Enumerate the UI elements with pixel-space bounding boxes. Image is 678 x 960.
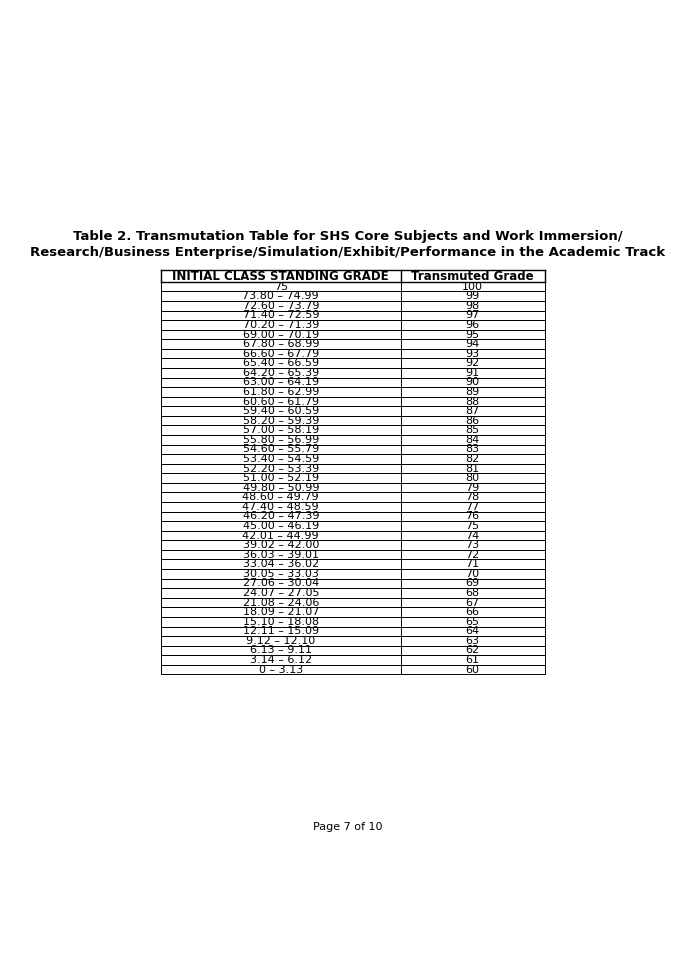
- Text: 54.60 – 55.79: 54.60 – 55.79: [243, 444, 319, 454]
- Text: 74: 74: [466, 531, 480, 540]
- Text: 98: 98: [466, 300, 480, 311]
- Text: 65.40 – 66.59: 65.40 – 66.59: [243, 358, 319, 369]
- Text: 85: 85: [466, 425, 479, 435]
- Text: 63: 63: [466, 636, 479, 646]
- Text: 66.60 – 67.79: 66.60 – 67.79: [243, 348, 319, 359]
- Text: 49.80 – 50.99: 49.80 – 50.99: [243, 483, 319, 492]
- Text: 9.12 – 12.10: 9.12 – 12.10: [246, 636, 315, 646]
- Text: 68: 68: [466, 588, 479, 598]
- Text: INITIAL CLASS STANDING GRADE: INITIAL CLASS STANDING GRADE: [172, 270, 389, 282]
- Text: 100: 100: [462, 281, 483, 292]
- Text: 78: 78: [466, 492, 480, 502]
- Text: 97: 97: [466, 310, 480, 321]
- Text: 33.04 – 36.02: 33.04 – 36.02: [243, 560, 319, 569]
- Text: 70: 70: [466, 569, 479, 579]
- Text: 18.09 – 21.07: 18.09 – 21.07: [243, 607, 319, 617]
- Text: 45.00 – 46.19: 45.00 – 46.19: [243, 521, 319, 531]
- Text: 46.20 – 47.39: 46.20 – 47.39: [243, 512, 319, 521]
- Text: 96: 96: [466, 320, 479, 330]
- Text: 36.03 – 39.01: 36.03 – 39.01: [243, 550, 319, 560]
- Text: 93: 93: [466, 348, 479, 359]
- Text: 39.02 – 42.00: 39.02 – 42.00: [243, 540, 319, 550]
- Text: 66: 66: [466, 607, 479, 617]
- Text: 62: 62: [466, 645, 479, 656]
- Text: 72.60 – 73.79: 72.60 – 73.79: [243, 300, 319, 311]
- Text: 67: 67: [466, 597, 479, 608]
- Text: 82: 82: [466, 454, 480, 464]
- Text: 90: 90: [466, 377, 479, 388]
- Text: 95: 95: [466, 329, 479, 340]
- Text: Table 2. Transmutation Table for SHS Core Subjects and Work Immersion/: Table 2. Transmutation Table for SHS Cor…: [73, 229, 622, 243]
- Text: 60: 60: [466, 664, 479, 675]
- Text: 65: 65: [466, 616, 479, 627]
- Text: 73: 73: [466, 540, 479, 550]
- Text: 59.40 – 60.59: 59.40 – 60.59: [243, 406, 319, 416]
- Text: Transmuted Grade: Transmuted Grade: [412, 270, 534, 282]
- Text: 72: 72: [466, 550, 480, 560]
- Text: 27.06 – 30.04: 27.06 – 30.04: [243, 579, 319, 588]
- Text: 83: 83: [466, 444, 479, 454]
- Text: 88: 88: [466, 396, 480, 406]
- Text: Page 7 of 10: Page 7 of 10: [313, 822, 382, 832]
- Text: 87: 87: [466, 406, 480, 416]
- Text: 81: 81: [466, 464, 479, 473]
- Text: 75: 75: [466, 521, 479, 531]
- Text: 42.01 – 44.99: 42.01 – 44.99: [243, 531, 319, 540]
- Text: 86: 86: [466, 416, 479, 425]
- Text: 6.13 – 9.11: 6.13 – 9.11: [250, 645, 312, 656]
- Text: 47.40 – 48.59: 47.40 – 48.59: [243, 502, 319, 512]
- Text: 57.00 – 58.19: 57.00 – 58.19: [243, 425, 319, 435]
- Text: 0 – 3.13: 0 – 3.13: [259, 664, 303, 675]
- Text: 89: 89: [466, 387, 480, 397]
- Text: 63.00 – 64.19: 63.00 – 64.19: [243, 377, 319, 388]
- Text: 30.05 – 33.03: 30.05 – 33.03: [243, 569, 319, 579]
- Text: 15.10 – 18.08: 15.10 – 18.08: [243, 616, 319, 627]
- Text: 69.00 – 70.19: 69.00 – 70.19: [243, 329, 319, 340]
- Text: 92: 92: [466, 358, 480, 369]
- Text: 70.20 – 71.39: 70.20 – 71.39: [243, 320, 319, 330]
- Text: 21.08 – 24.06: 21.08 – 24.06: [243, 597, 319, 608]
- Text: 55.80 – 56.99: 55.80 – 56.99: [243, 435, 319, 444]
- Text: 71: 71: [466, 560, 479, 569]
- Text: 51.00 – 52.19: 51.00 – 52.19: [243, 473, 319, 483]
- Text: 64.20 – 65.39: 64.20 – 65.39: [243, 368, 319, 378]
- Text: 94: 94: [466, 339, 480, 349]
- Text: 76: 76: [466, 512, 479, 521]
- Text: 69: 69: [466, 579, 479, 588]
- Text: 3.14 – 6.12: 3.14 – 6.12: [250, 655, 312, 665]
- Text: 24.07 – 27.05: 24.07 – 27.05: [243, 588, 319, 598]
- Text: 64: 64: [466, 626, 479, 636]
- Text: 58.20 – 59.39: 58.20 – 59.39: [243, 416, 319, 425]
- Text: 80: 80: [466, 473, 479, 483]
- Text: 73.80 – 74.99: 73.80 – 74.99: [243, 291, 319, 301]
- Text: 53.40 – 54.59: 53.40 – 54.59: [243, 454, 319, 464]
- Text: 84: 84: [466, 435, 480, 444]
- Text: 91: 91: [466, 368, 479, 378]
- Text: 61: 61: [466, 655, 479, 665]
- Text: 48.60 – 49.79: 48.60 – 49.79: [243, 492, 319, 502]
- Text: 99: 99: [466, 291, 480, 301]
- Text: 61.80 – 62.99: 61.80 – 62.99: [243, 387, 319, 397]
- Text: 60.60 – 61.79: 60.60 – 61.79: [243, 396, 319, 406]
- Text: 71.40 – 72.59: 71.40 – 72.59: [243, 310, 319, 321]
- Text: 52.20 – 53.39: 52.20 – 53.39: [243, 464, 319, 473]
- Text: Research/Business Enterprise/Simulation/Exhibit/Performance in the Academic Trac: Research/Business Enterprise/Simulation/…: [30, 246, 665, 259]
- Text: 79: 79: [466, 483, 480, 492]
- Text: 77: 77: [466, 502, 480, 512]
- Text: 12.11 – 15.09: 12.11 – 15.09: [243, 626, 319, 636]
- Text: 75: 75: [274, 281, 288, 292]
- Text: 67.80 – 68.99: 67.80 – 68.99: [243, 339, 319, 349]
